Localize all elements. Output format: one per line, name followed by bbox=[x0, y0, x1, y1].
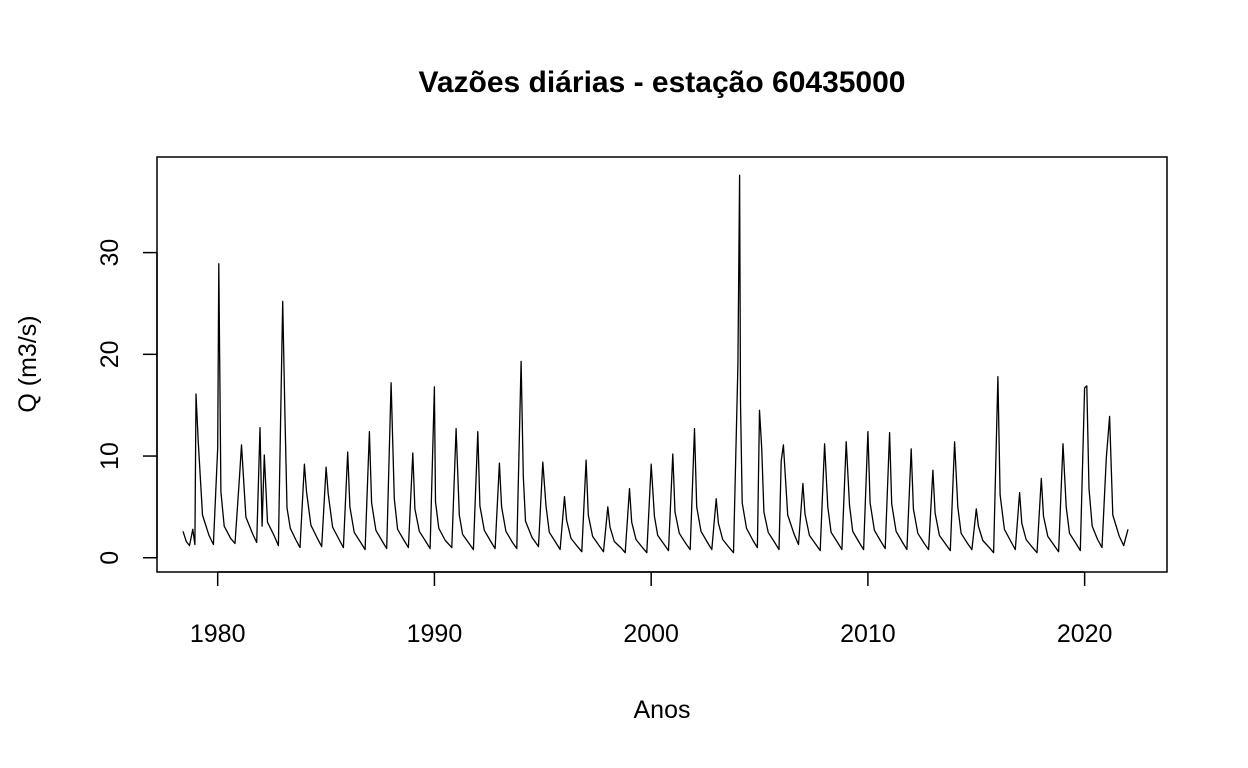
y-tick-label: 0 bbox=[96, 551, 124, 565]
series-line bbox=[182, 174, 1129, 554]
chart-title: Vazões diárias - estação 60435000 bbox=[418, 66, 905, 99]
x-tick-label: 2000 bbox=[623, 620, 679, 648]
x-axis: 1980 1990 2000 2010 2020 bbox=[190, 571, 1113, 648]
y-tick-label: 20 bbox=[96, 340, 124, 368]
y-axis-label: Q (m3/s) bbox=[14, 315, 42, 412]
x-tick-label: 2020 bbox=[1057, 620, 1113, 648]
x-tick-label: 2010 bbox=[840, 620, 896, 648]
x-tick-label: 1990 bbox=[407, 620, 463, 648]
y-tick-label: 10 bbox=[96, 442, 124, 470]
y-axis: 0 10 20 30 bbox=[96, 239, 158, 565]
y-tick-label: 30 bbox=[96, 239, 124, 267]
x-tick-label: 1980 bbox=[190, 620, 246, 648]
x-axis-label: Anos bbox=[634, 696, 691, 724]
